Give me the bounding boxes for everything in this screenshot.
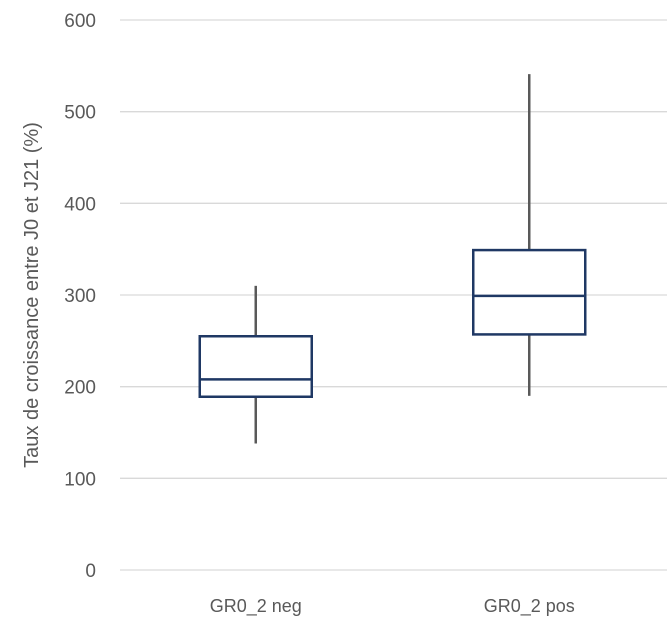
box-iqr — [198, 335, 313, 398]
boxes — [198, 74, 587, 444]
y-tick-label: 100 — [64, 469, 96, 490]
y-axis-title: Taux de croissance entre J0 et J21 (%) — [21, 122, 43, 468]
y-tick-label: 200 — [64, 378, 96, 399]
y-tick-label: 600 — [64, 11, 96, 32]
x-category-label: GR0_2 neg — [210, 596, 302, 617]
box-0 — [198, 285, 313, 444]
y-tick-label: 500 — [64, 103, 96, 124]
box-1 — [472, 74, 587, 396]
box-iqr — [472, 248, 587, 336]
x-axis-category-labels: GR0_2 neg GR0_2 pos — [210, 596, 575, 617]
y-axis-tick-labels: 0 100 200 300 400 500 600 — [64, 11, 96, 582]
y-tick-label: 0 — [85, 561, 96, 582]
x-category-label: GR0_2 pos — [484, 596, 575, 617]
y-tick-label: 300 — [64, 286, 96, 307]
y-tick-label: 400 — [64, 194, 96, 215]
